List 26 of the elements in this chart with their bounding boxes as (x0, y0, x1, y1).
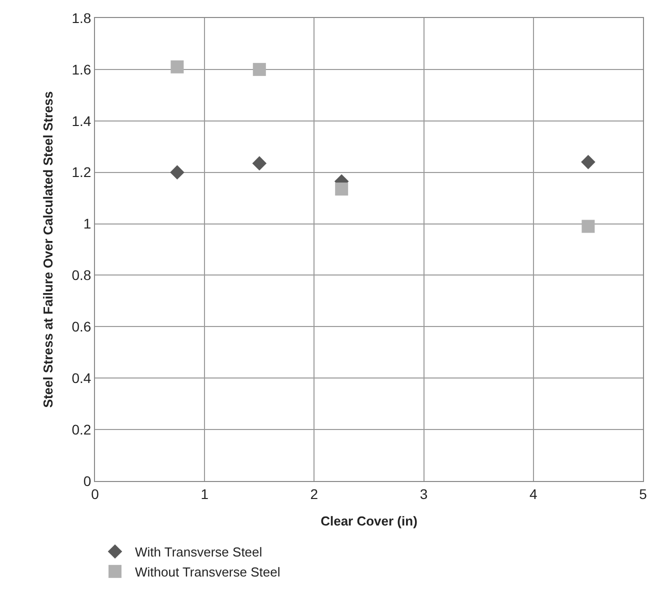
y-tick-label: 1.6 (72, 61, 92, 78)
y-tick-label: 0.6 (72, 318, 92, 335)
legend-label: With Transverse Steel (135, 544, 262, 560)
point (582, 220, 595, 233)
y-tick-label: 1 (83, 216, 92, 232)
y-tick-label: 0.4 (72, 370, 92, 386)
y-tick-label: 1.4 (72, 112, 92, 129)
point (170, 60, 184, 74)
y-tick-label: 0.8 (72, 267, 92, 284)
point (335, 182, 348, 196)
x-tick-label: 1 (200, 486, 209, 502)
point (252, 62, 266, 76)
y-tick-label: 1.8 (72, 10, 92, 26)
y-tick-label: 1.2 (72, 164, 92, 180)
point (170, 165, 184, 180)
legend-label: Without Transverse Steel (135, 564, 280, 580)
point (581, 154, 596, 170)
y-axis-title: Steel Stress at Failure Over Calculated Steel Stress (40, 91, 56, 408)
x-axis-title: Clear Cover (in) (320, 513, 418, 528)
y-tick-label: 0.2 (72, 421, 92, 438)
point (252, 156, 267, 170)
y-tick-label: 0 (83, 472, 92, 489)
x-tick-label: 5 (639, 486, 648, 502)
x-tick-label: 2 (310, 486, 318, 502)
x-tick-label: 4 (530, 486, 538, 502)
x-tick-label: 3 (420, 486, 428, 502)
